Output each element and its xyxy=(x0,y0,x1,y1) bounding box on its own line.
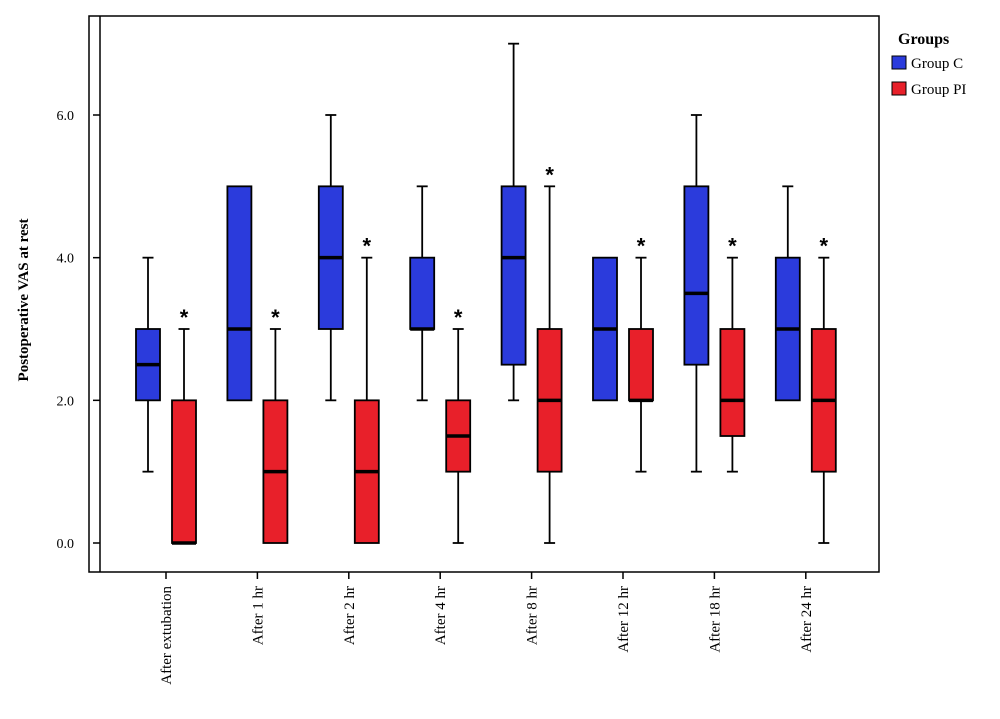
significance-asterisk: * xyxy=(637,234,646,259)
significance-asterisk: * xyxy=(454,305,463,330)
significance-asterisk: * xyxy=(180,305,189,330)
box-group-c xyxy=(774,185,801,402)
box-group-pi xyxy=(536,185,563,544)
box-iqr xyxy=(628,328,654,402)
y-tick-label: 2.0 xyxy=(57,394,75,409)
box-iqr xyxy=(500,185,527,366)
plot-frame xyxy=(88,15,880,573)
x-tick-label: After 24 hr xyxy=(799,586,815,653)
box-group-c xyxy=(409,185,436,402)
significance-asterisk: * xyxy=(271,305,280,330)
box-series xyxy=(135,42,837,545)
legend-swatch-group-c xyxy=(891,55,907,70)
x-tick-label: After 1 hr xyxy=(250,586,266,645)
y-tick-label: 0.0 xyxy=(57,537,75,552)
significance-asterisk: * xyxy=(728,234,737,259)
x-tick-label: After extubation xyxy=(159,586,175,685)
box-group-pi xyxy=(262,328,289,544)
y-tick-label: 4.0 xyxy=(57,252,75,267)
box-iqr xyxy=(409,256,436,330)
significance-markers: * * * * * * * * xyxy=(180,162,829,330)
box-group-pi xyxy=(171,328,197,545)
legend: Groups Group C Group PI xyxy=(891,31,966,98)
box-group-pi xyxy=(810,256,837,544)
x-tick-label: After 12 hr xyxy=(616,586,632,653)
legend-swatch-group-pi xyxy=(891,81,907,96)
box-group-c xyxy=(683,114,710,473)
y-tick-label: 6.0 xyxy=(57,109,75,124)
box-group-pi xyxy=(353,256,380,544)
box-group-c xyxy=(226,185,253,402)
y-axis-ticks: 0.0 2.0 4.0 6.0 xyxy=(57,109,100,552)
x-tick-label: After 2 hr xyxy=(342,586,358,645)
box-iqr xyxy=(226,185,253,402)
box-iqr xyxy=(683,185,710,366)
box-group-pi xyxy=(719,256,746,473)
x-tick-label: After 4 hr xyxy=(433,586,449,645)
box-group-c xyxy=(135,256,161,473)
box-iqr xyxy=(171,399,197,544)
significance-asterisk: * xyxy=(545,162,554,187)
significance-asterisk: * xyxy=(820,234,829,259)
box-iqr xyxy=(719,328,746,437)
box-group-pi xyxy=(445,328,472,544)
x-tick-label: After 18 hr xyxy=(707,586,723,653)
legend-label-group-c: Group C xyxy=(911,56,963,72)
y-axis-title: Postoperative VAS at rest xyxy=(16,219,32,382)
box-group-c xyxy=(500,42,527,402)
x-tick-label: After 8 hr xyxy=(525,586,541,645)
x-axis-ticks: After extubation After 1 hr After 2 hr Afte… xyxy=(159,572,815,685)
box-group-pi xyxy=(628,256,654,473)
legend-title: Groups xyxy=(898,31,949,48)
legend-label-group-pi: Group PI xyxy=(911,82,966,98)
significance-asterisk: * xyxy=(363,234,372,259)
box-group-c xyxy=(317,114,344,402)
box-group-c xyxy=(592,256,618,402)
